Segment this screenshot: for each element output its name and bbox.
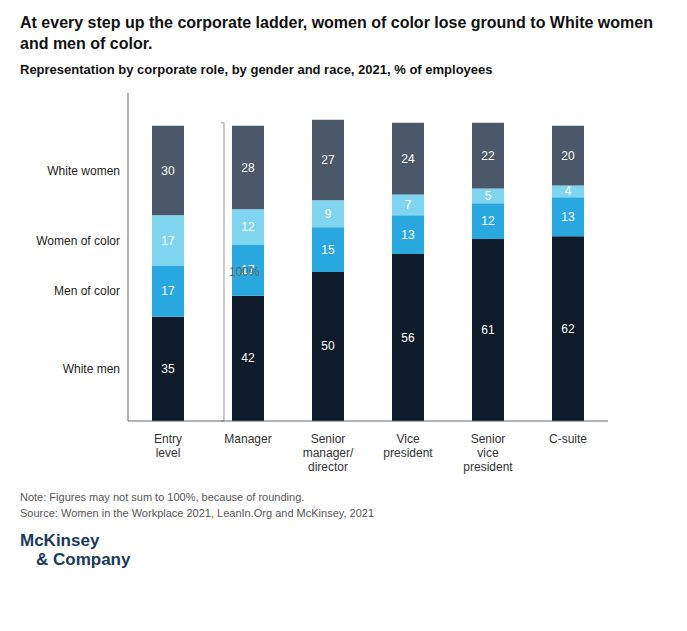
svg-text:4: 4 bbox=[565, 184, 572, 198]
svg-text:Manager: Manager bbox=[224, 432, 271, 446]
svg-text:17: 17 bbox=[161, 284, 175, 298]
svg-text:7: 7 bbox=[405, 198, 412, 212]
svg-text:20: 20 bbox=[561, 149, 575, 163]
svg-text:C-suite: C-suite bbox=[549, 432, 587, 446]
svg-text:15: 15 bbox=[321, 243, 335, 257]
html-text:Source: Women in the Workplace: Source: Women in the Workplace 2021, Lea… bbox=[20, 507, 374, 519]
svg-text:30: 30 bbox=[161, 164, 175, 178]
svg-text:61: 61 bbox=[481, 323, 495, 337]
svg-text:35: 35 bbox=[161, 362, 175, 376]
svg-text:White women: White women bbox=[47, 164, 120, 178]
svg-text:5: 5 bbox=[485, 189, 492, 203]
svg-text:28: 28 bbox=[241, 161, 255, 175]
svg-text:Women of color: Women of color bbox=[36, 234, 120, 248]
svg-text:100%: 100% bbox=[229, 265, 260, 279]
svg-text:42: 42 bbox=[241, 351, 255, 365]
html-text:McKinsey: McKinsey bbox=[20, 531, 100, 550]
svg-text:Men of color: Men of color bbox=[54, 284, 120, 298]
svg-text:22: 22 bbox=[481, 149, 495, 163]
svg-text:Entrylevel: Entrylevel bbox=[154, 432, 182, 460]
svg-text:50: 50 bbox=[321, 339, 335, 353]
html-text:Representation by corporate ro: Representation by corporate role, by gen… bbox=[20, 62, 493, 77]
svg-text:12: 12 bbox=[481, 214, 495, 228]
html-text:& Company: & Company bbox=[36, 550, 131, 569]
svg-text:27: 27 bbox=[321, 153, 335, 167]
svg-text:Vicepresident: Vicepresident bbox=[383, 432, 433, 460]
svg-text:62: 62 bbox=[561, 322, 575, 336]
svg-text:13: 13 bbox=[401, 228, 415, 242]
svg-text:56: 56 bbox=[401, 331, 415, 345]
svg-text:Seniormanager/director: Seniormanager/director bbox=[303, 432, 354, 474]
svg-text:9: 9 bbox=[325, 207, 332, 221]
svg-text:13: 13 bbox=[561, 210, 575, 224]
html-text:At every step up the corporate: At every step up the corporate ladder, w… bbox=[20, 14, 653, 52]
html-text:Note: Figures may not sum to 1: Note: Figures may not sum to 100%, becau… bbox=[20, 491, 305, 503]
svg-text:12: 12 bbox=[241, 220, 255, 234]
svg-text:17: 17 bbox=[161, 234, 175, 248]
svg-text:24: 24 bbox=[401, 152, 415, 166]
svg-text:White men: White men bbox=[63, 362, 120, 376]
svg-text:Seniorvicepresident: Seniorvicepresident bbox=[463, 432, 513, 474]
